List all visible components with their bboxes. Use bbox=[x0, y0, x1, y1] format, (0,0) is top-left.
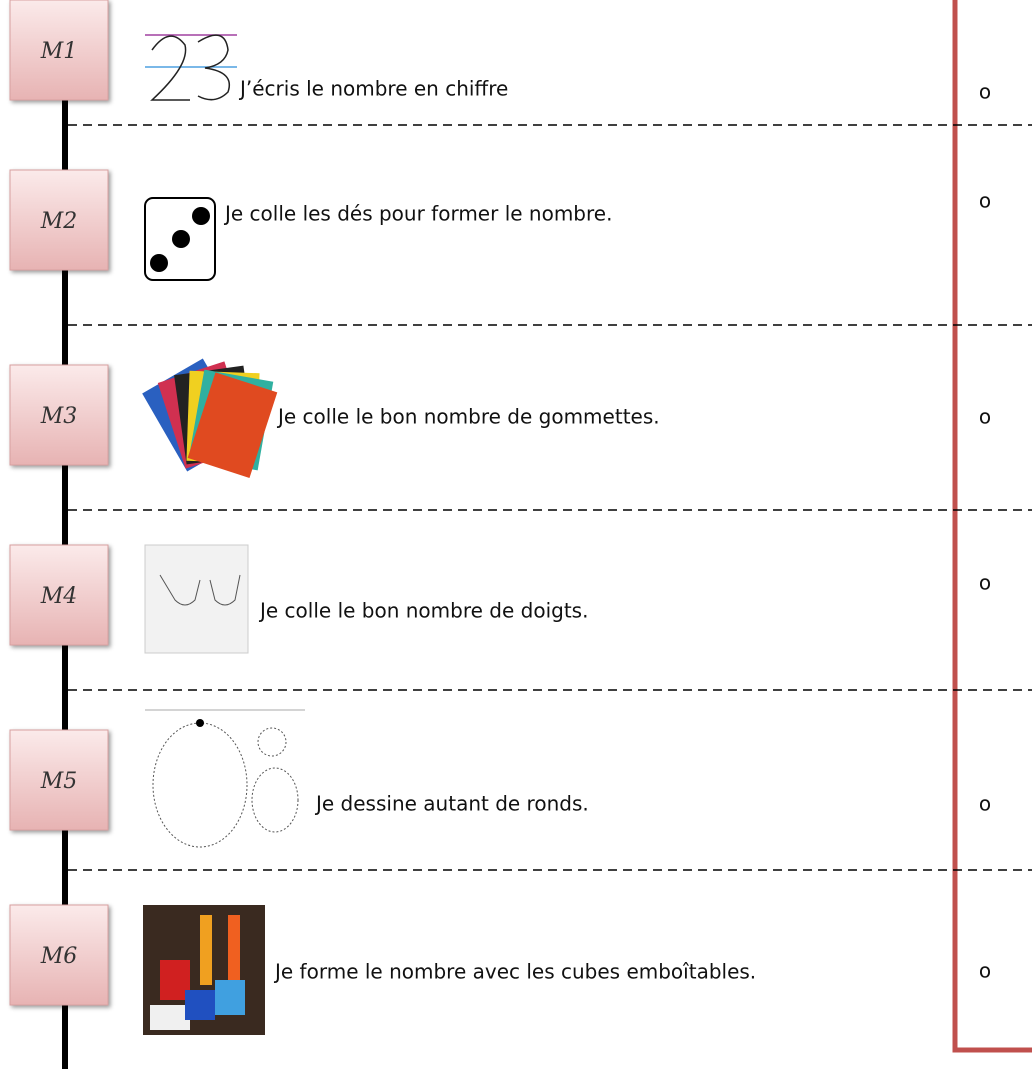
label-box bbox=[9, 729, 109, 831]
check-mark: o bbox=[979, 959, 991, 983]
die-icon bbox=[144, 197, 216, 281]
cubes-icon bbox=[143, 905, 265, 1035]
stickers-icon bbox=[142, 358, 278, 478]
row-label: M6 bbox=[40, 944, 78, 969]
label-box bbox=[9, 364, 109, 466]
check-mark: o bbox=[979, 405, 991, 429]
row-label: M4 bbox=[40, 584, 78, 609]
instruction: Je dessine autant de ronds. bbox=[314, 792, 589, 816]
digits-icon bbox=[145, 34, 237, 101]
check-mark: o bbox=[979, 189, 991, 213]
check-mark: o bbox=[979, 792, 991, 816]
row-label: M5 bbox=[40, 769, 78, 794]
circles-icon bbox=[145, 709, 305, 848]
row-label: M3 bbox=[40, 404, 78, 429]
hands-icon bbox=[144, 544, 249, 654]
instruction: Je colle le bon nombre de gommettes. bbox=[276, 405, 660, 429]
instruction: J’écris le nombre en chiffre bbox=[238, 77, 508, 101]
row-label: M1 bbox=[40, 39, 78, 64]
label-box bbox=[9, 169, 109, 271]
check-column-border bbox=[952, 0, 1032, 1053]
check-mark: o bbox=[979, 571, 991, 595]
label-box bbox=[9, 904, 109, 1006]
instruction: Je forme le nombre avec les cubes emboît… bbox=[273, 960, 756, 984]
instruction: Je colle les dés pour former le nombre. bbox=[223, 202, 612, 226]
label-box bbox=[9, 544, 109, 646]
label-box bbox=[9, 0, 109, 101]
row-label: M2 bbox=[40, 209, 78, 234]
instruction: Je colle le bon nombre de doigts. bbox=[258, 599, 588, 623]
check-mark: o bbox=[979, 80, 991, 104]
separators bbox=[68, 124, 1032, 871]
